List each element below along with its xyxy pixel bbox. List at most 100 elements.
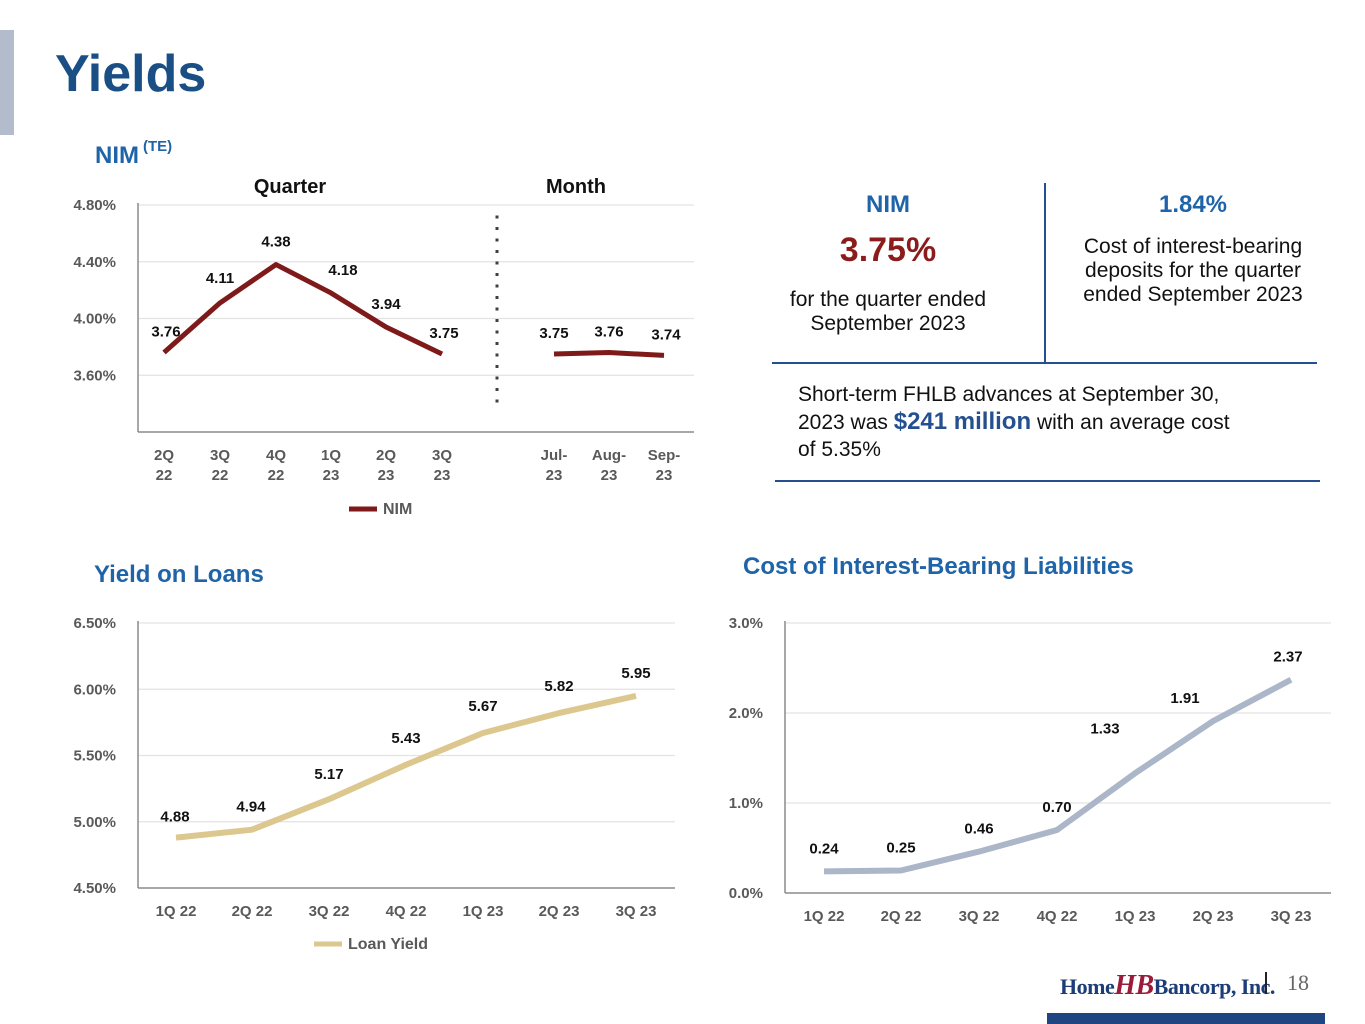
nim-period-separator-dot [495, 365, 499, 368]
fhlb-note-line3: of 5.35% [798, 438, 881, 461]
side-accent-bar [0, 30, 14, 135]
kpi-nim-caption: for the quarter ended September 2023 [768, 288, 1008, 336]
cost-data-label: 0.70 [1042, 799, 1071, 816]
kpi-nim-heading: NIM [866, 191, 910, 218]
nim-period-separator-dot [495, 307, 499, 311]
nim-ytick-label: 3.60% [73, 367, 116, 384]
note-bottom-divider [775, 480, 1320, 482]
nim-period-separator-dot [495, 227, 499, 230]
loans-data-label: 5.17 [314, 766, 343, 783]
kpi-nim-caption-line1: for the quarter ended [789, 288, 987, 311]
nim-period-separator-dot [495, 261, 499, 265]
loans-xtick-label: 3Q 22 [309, 903, 350, 920]
nim-xtick-label: 2Q [376, 447, 396, 464]
nim-period-separator-dot [495, 238, 499, 242]
footer-accent-bar [1047, 1013, 1325, 1024]
nim-legend-label: NIM [383, 501, 412, 518]
logo-text-bancorp: Bancorp, Inc. [1153, 974, 1276, 999]
nim-xtick-label: 4Q [266, 447, 286, 464]
nim-xtick-label: 22 [212, 467, 229, 484]
loans-ytick-label: 5.50% [73, 748, 116, 765]
nim-series-line [553, 350, 665, 358]
kpi-deposits-value: 1.84% [1158, 191, 1228, 218]
loans-legend-label: Loan Yield [348, 936, 428, 953]
nim-period-separator-dot [495, 273, 499, 276]
nim-xtick-label: 23 [601, 467, 618, 484]
kpi-nim-value: 3.75% [839, 231, 937, 269]
nim-xtick-label: 22 [268, 467, 285, 484]
nim-data-label: 4.11 [206, 270, 234, 287]
page-number: 18 [1287, 970, 1309, 995]
cost-xtick-label: 3Q 23 [1271, 908, 1312, 925]
cost-xtick-label: 3Q 22 [959, 908, 1000, 925]
kpi-deposits-caption-line3: ended September 2023 [1083, 283, 1303, 306]
nim-xtick-label: Jul- [541, 447, 568, 464]
nim-group-header-month: Month [546, 176, 606, 198]
loans-xtick-label: 4Q 22 [386, 903, 427, 920]
kpi-deposits-caption-line2: deposits for the quarter [1085, 259, 1301, 282]
loans-xtick-label: 1Q 22 [156, 903, 197, 920]
cost-data-label: 2.37 [1273, 649, 1302, 666]
loans-ytick-label: 6.50% [73, 615, 116, 632]
nim-title-superscript: (TE) [143, 138, 173, 155]
loans-xtick-label: 3Q 23 [616, 903, 657, 920]
nim-data-label: 3.76 [594, 324, 623, 341]
loans-ytick-label: 4.50% [73, 880, 116, 897]
cost-xtick-label: 1Q 23 [1115, 908, 1156, 925]
nim-xtick-label: Aug- [592, 447, 626, 464]
nim-xtick-label: 23 [323, 467, 340, 484]
nim-period-separator-dot [495, 376, 499, 380]
nim-period-separator-dot [495, 330, 499, 334]
nim-period-separator-dot [495, 342, 499, 345]
kpi-deposits-caption-line1: Cost of interest-bearing [1083, 235, 1303, 258]
footer-separator [1265, 972, 1267, 994]
kpi-deposits-caption: Cost of interest-bearing deposits for th… [1063, 235, 1323, 307]
loans-series-line [175, 692, 637, 841]
kpi-vertical-divider [1044, 183, 1046, 362]
nim-xtick-label: 3Q [432, 447, 452, 464]
nim-ytick-label: 4.40% [73, 254, 116, 271]
loans-section-title: Yield on Loans [94, 561, 264, 588]
nim-data-label: 3.76 [151, 324, 180, 341]
kpi-horizontal-divider [772, 362, 1317, 364]
nim-period-separator-dot [495, 388, 499, 391]
nim-ytick-label: 4.80% [73, 197, 116, 214]
nim-period-separator-dot [495, 319, 499, 322]
cost-ytick-label: 1.0% [729, 795, 763, 812]
loans-xtick-label: 1Q 23 [463, 903, 504, 920]
fhlb-note-line2: 2023 was $241 million with an average co… [798, 408, 1318, 436]
nim-data-label: 3.74 [651, 326, 681, 343]
nim-period-separator-dot [495, 296, 499, 299]
loans-ytick-label: 6.00% [73, 681, 116, 698]
nim-section-title: NIM (TE) [95, 138, 172, 170]
cost-ytick-label: 2.0% [729, 705, 763, 722]
fhlb-amount-highlight: $241 million [893, 408, 1032, 435]
nim-series-line [162, 262, 444, 357]
cost-data-label: 1.33 [1090, 720, 1119, 737]
page-title: Yields [55, 45, 207, 103]
loans-data-label: 4.88 [160, 809, 189, 826]
loans-data-label: 5.43 [391, 730, 420, 747]
logo-text-home: Home [1060, 974, 1115, 999]
nim-period-separator-dot [495, 250, 499, 253]
nim-xtick-label: 22 [156, 467, 173, 484]
nim-xtick-label: 1Q [321, 447, 341, 464]
cost-data-label: 0.24 [809, 840, 839, 857]
nim-group-header-quarter: Quarter [254, 176, 326, 198]
cost-xtick-label: 1Q 22 [804, 908, 845, 925]
kpi-nim-caption-line2: September 2023 [810, 312, 966, 335]
cost-ytick-label: 3.0% [729, 615, 763, 632]
cost-xtick-label: 2Q 22 [881, 908, 922, 925]
cost-xtick-label: 4Q 22 [1037, 908, 1078, 925]
fhlb-note-text: 2023 was [798, 411, 894, 434]
cost-ytick-label: 0.0% [729, 885, 763, 902]
fhlb-note-text-cont: with an average cost [1031, 411, 1230, 434]
nim-period-separator-dot [495, 399, 499, 403]
logo-mark-icon: HB [1114, 970, 1154, 1001]
nim-data-label: 4.38 [261, 234, 290, 251]
loans-ytick-label: 5.00% [73, 814, 116, 831]
nim-xtick-label: 23 [546, 467, 563, 484]
cost-data-label: 0.46 [964, 821, 993, 838]
nim-data-label: 3.94 [371, 296, 401, 313]
